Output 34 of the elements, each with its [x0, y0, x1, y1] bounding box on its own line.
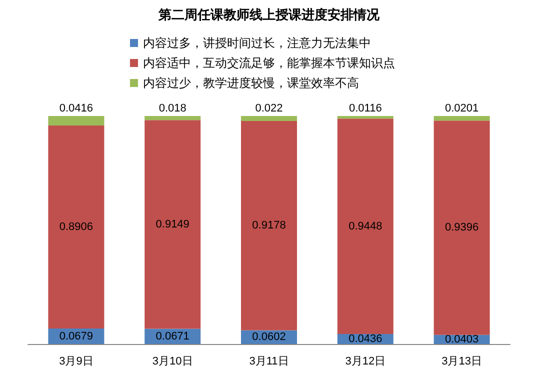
data-label: 0.8906: [59, 221, 94, 233]
data-label: 0.0416: [59, 102, 94, 114]
x-tick-label: 3月10日: [152, 356, 193, 368]
bar: [337, 118, 394, 334]
bar: [48, 125, 104, 329]
bar: [434, 120, 490, 335]
data-label: 0.0671: [156, 330, 190, 342]
data-label: 0.022: [255, 102, 283, 115]
bar: [241, 121, 297, 330]
x-tick-label: 3月9日: [59, 356, 94, 368]
data-label: 0.9178: [252, 220, 286, 232]
bar: [144, 120, 201, 329]
legend-label: 内容过少，教学进度较慢，课堂效率不高: [143, 76, 359, 90]
chart-title: 第二周任课教师线上授课进度安排情况: [158, 7, 380, 23]
data-label: 0.0116: [348, 102, 382, 115]
x-tick-label: 3月12日: [345, 356, 386, 368]
data-label: 0.0436: [348, 333, 382, 346]
bar: [337, 116, 394, 119]
x-tick-label: 3月13日: [442, 356, 482, 368]
data-label: 0.9149: [156, 218, 190, 230]
data-label: 0.0403: [444, 333, 479, 346]
data-label: 0.9396: [444, 222, 479, 234]
bar: [241, 116, 297, 122]
data-label: 0.0602: [252, 331, 286, 344]
bar: [48, 116, 104, 126]
data-label: 0.018: [158, 102, 186, 115]
data-label: 0.0201: [444, 102, 479, 115]
legend-label: 内容过多，讲授时间过长，注意力无法集中: [143, 36, 371, 50]
x-tick-label: 3月11日: [249, 356, 289, 368]
bar: [434, 116, 490, 121]
legend-label: 内容适中，互动交流足够，能掌握本节课知识点: [143, 56, 395, 70]
data-label: 0.9448: [348, 220, 382, 232]
data-label: 0.0679: [59, 330, 94, 342]
bar: [144, 116, 201, 120]
